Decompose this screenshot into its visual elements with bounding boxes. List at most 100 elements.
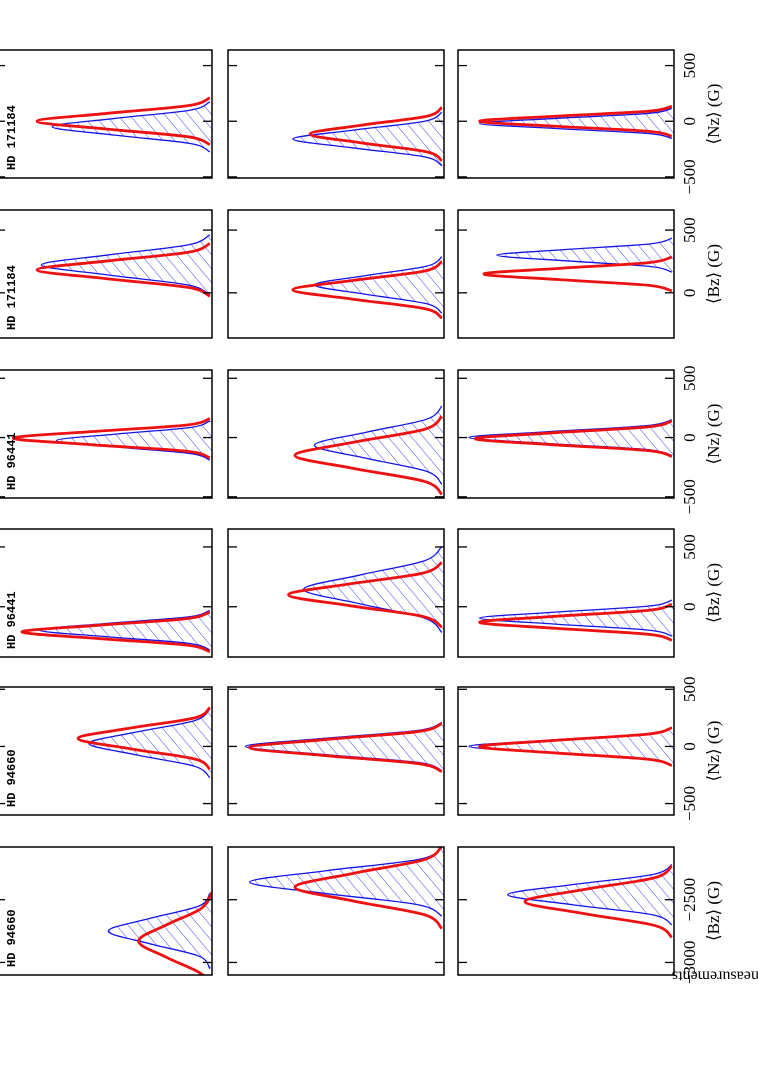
panel-title: HD 96441 <box>5 432 19 490</box>
panel <box>468 419 674 458</box>
panel-frame <box>0 49 213 179</box>
panel-title: HD 94660 <box>5 909 19 967</box>
x-tick-label: 500 <box>680 534 699 560</box>
panel <box>292 106 444 167</box>
panel-frame <box>457 49 675 179</box>
panel-frame <box>227 49 445 179</box>
y-axis-label: No. of measurements <box>672 967 758 984</box>
panel <box>468 726 674 767</box>
panel-frame <box>457 528 675 658</box>
hatch-area <box>507 864 674 925</box>
panel-title: HD 171184 <box>5 265 19 330</box>
panel <box>478 599 674 642</box>
panel-frame <box>227 209 445 339</box>
hatch-area <box>292 112 444 166</box>
x-tick-label: 0 <box>680 117 699 126</box>
x-tick-label: −3000 <box>680 941 699 985</box>
hatch-area <box>88 709 212 778</box>
panel-frame <box>227 369 445 499</box>
panel <box>35 234 212 298</box>
panel-frame <box>0 528 213 658</box>
curve <box>35 242 211 298</box>
panel-title: HD 171184 <box>5 105 19 170</box>
x-axis-label: ⟨Nz⟩ (G) <box>704 84 723 145</box>
panel-frame <box>227 528 445 658</box>
curve <box>523 864 673 939</box>
curve <box>20 610 211 653</box>
hatch-area <box>314 256 444 314</box>
panel <box>287 545 444 633</box>
x-tick-label: −500 <box>680 479 699 514</box>
curve <box>35 96 211 146</box>
x-tick-label: 500 <box>680 677 699 703</box>
hatch-area <box>41 234 212 296</box>
curve <box>478 599 673 637</box>
panel <box>35 96 212 153</box>
hatch-area <box>479 600 674 637</box>
x-tick-label: 500 <box>680 366 699 392</box>
x-tick-label: −500 <box>680 159 699 194</box>
curve <box>248 847 443 917</box>
panel <box>478 104 674 140</box>
x-tick-label: 0 <box>680 742 699 751</box>
x-axis-label: ⟨Nz⟩ (G) <box>704 404 723 465</box>
curve <box>107 893 211 970</box>
curve <box>482 255 673 293</box>
curve <box>293 847 443 930</box>
hatch-area <box>303 546 444 633</box>
curve <box>313 405 443 485</box>
x-axis-label: ⟨Bz⟩ (G) <box>704 244 723 304</box>
curve <box>473 419 673 458</box>
curve <box>478 107 673 140</box>
panel-frame <box>457 369 675 499</box>
curve <box>308 106 443 162</box>
hatch-area <box>249 848 444 917</box>
panel-frame <box>227 686 445 816</box>
x-tick-label: 500 <box>680 217 699 243</box>
panel-frame <box>457 846 675 976</box>
panel <box>107 891 212 975</box>
curve <box>76 706 211 771</box>
panel-frame <box>227 846 445 976</box>
panel-frame <box>0 369 213 499</box>
panel <box>507 863 674 939</box>
panel <box>291 256 444 320</box>
hatch-area <box>108 893 212 969</box>
panel <box>76 706 212 779</box>
x-axis-label: ⟨Bz⟩ (G) <box>704 881 723 941</box>
curve <box>137 891 212 975</box>
curve <box>55 420 211 461</box>
curve <box>248 722 443 773</box>
x-tick-label: −2500 <box>680 878 699 922</box>
curve <box>293 415 443 496</box>
panel-frame <box>0 846 213 976</box>
x-axis-label: ⟨Bz⟩ (G) <box>704 563 723 623</box>
x-tick-label: 0 <box>680 433 699 442</box>
panel <box>248 847 444 930</box>
curve <box>478 603 673 642</box>
curve <box>51 101 211 153</box>
panel-frame <box>457 686 675 816</box>
x-axis-label: ⟨Nz⟩ (G) <box>704 721 723 782</box>
panel-title: HD 94660 <box>5 749 19 807</box>
panel-title: HD 96441 <box>5 591 19 649</box>
hatch-area <box>56 420 212 461</box>
panel-frame <box>0 209 213 339</box>
panel <box>293 405 444 496</box>
curve <box>292 111 443 167</box>
x-tick-label: 0 <box>680 289 699 298</box>
curve <box>287 561 443 629</box>
panel <box>11 417 212 461</box>
panel-frame <box>0 686 213 816</box>
x-tick-label: 500 <box>680 53 699 79</box>
panel <box>482 237 674 293</box>
curve <box>40 234 211 296</box>
x-tick-label: 0 <box>680 603 699 612</box>
panel-frame <box>457 209 675 339</box>
panel <box>244 721 444 773</box>
curve <box>291 260 443 320</box>
hatch-area <box>314 406 444 485</box>
curve <box>478 104 673 138</box>
curve <box>496 237 673 273</box>
